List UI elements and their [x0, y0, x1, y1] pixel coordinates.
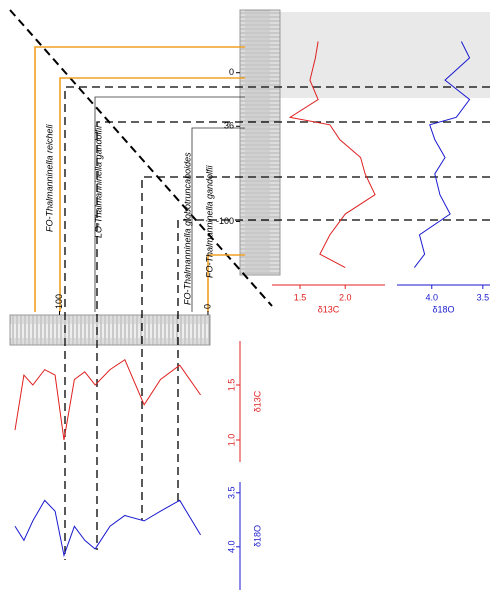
series-line	[14, 499, 201, 558]
event-label: LO-Thalmanninella gandolfii	[93, 125, 103, 238]
series-line	[14, 358, 201, 441]
value-tick-label: 1.5	[294, 292, 307, 302]
tie-lines	[34, 46, 245, 312]
value-tick-label: 1.0	[226, 434, 236, 447]
correlation-lines	[64, 86, 490, 560]
event-label: FO-Thalmanninella gandolfii	[204, 164, 214, 278]
depth-tick-label: 36	[224, 121, 234, 131]
section-column	[239, 9, 281, 276]
diagonal	[9, 9, 273, 307]
depth-tick-label: -100	[216, 216, 234, 226]
depth-tick-label: 100	[54, 294, 64, 309]
axis-label: δ13C	[318, 304, 340, 314]
depth-tick-label: 0	[202, 304, 212, 309]
event-label: FO-Thalmanninella globotruncanoides	[182, 152, 192, 305]
section-column	[9, 314, 211, 346]
axis-label: δ13C	[252, 390, 262, 412]
shade	[245, 12, 490, 98]
events: FO-Thalmanninella reicheli LO-Thalmannin…	[44, 123, 214, 305]
value-tick-label: 4.0	[425, 292, 438, 302]
value-tick-label: 1.5	[226, 379, 236, 392]
axis-label: δ18O	[432, 304, 454, 314]
value-tick-label: 4.0	[226, 541, 236, 554]
axis-label: δ18O	[252, 525, 262, 547]
event-label: FO-Thalmanninella reicheli	[44, 123, 54, 232]
value-tick-label: 3.5	[477, 292, 490, 302]
value-tick-label: 2.0	[339, 292, 352, 302]
depth-tick-label: 0	[229, 67, 234, 77]
series-line	[413, 41, 471, 268]
series-line	[288, 41, 376, 269]
value-tick-label: 3.5	[226, 487, 236, 500]
